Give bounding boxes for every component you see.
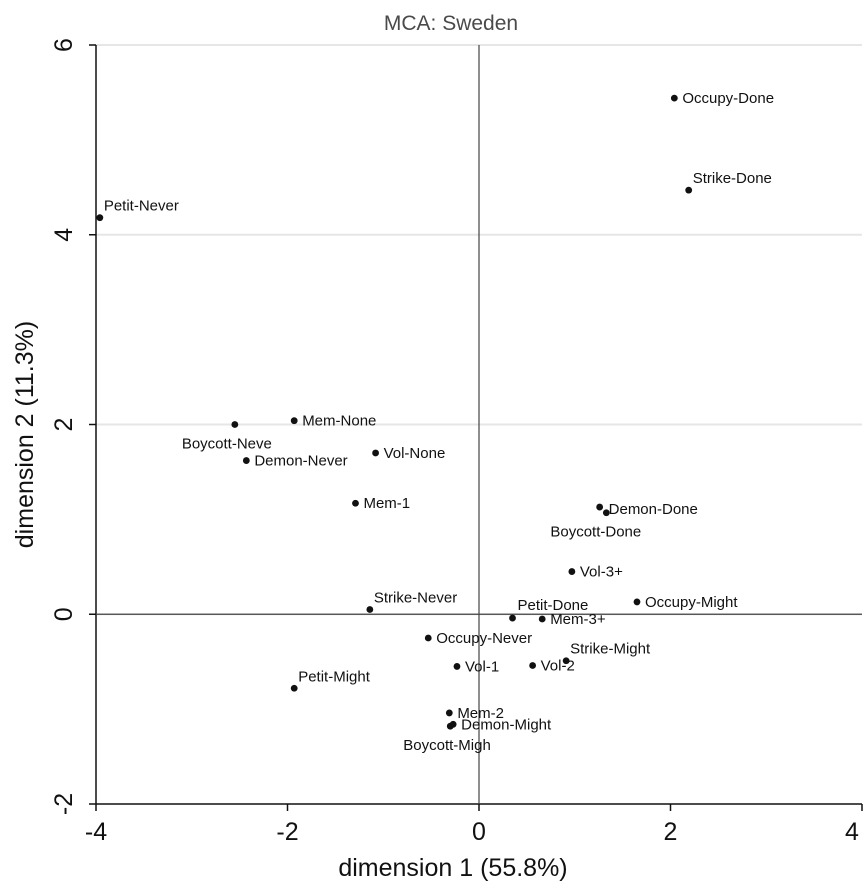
data-point [453, 663, 461, 670]
x-axis-title: dimension 1 (55.8%) [338, 854, 567, 882]
data-point [670, 94, 678, 102]
y-tick-label: 6 [50, 38, 78, 52]
data-point [96, 214, 104, 222]
data-point [290, 417, 298, 425]
data-point-label: Strike-Might [570, 641, 651, 658]
x-tick-label: 2 [664, 818, 678, 846]
data-point-label: Mem-1 [363, 495, 410, 512]
data-point-label: Petit-Never [104, 198, 179, 215]
x-tick-label: -4 [85, 818, 107, 846]
data-point [446, 722, 454, 730]
data-point-label: Boycott-Neve [182, 436, 272, 453]
x-tick-label: 4 [845, 818, 859, 846]
data-point-label: Occupy-Never [436, 630, 532, 647]
data-point [352, 499, 359, 507]
y-tick-label: -2 [50, 793, 78, 815]
data-point [562, 657, 570, 665]
data-point-label: Mem-2 [457, 705, 504, 722]
tick-labels: -2 0 2 4 6 -4 -2 0 2 4 [50, 38, 863, 846]
data-point [568, 568, 576, 575]
y-tick-label: 0 [50, 607, 78, 621]
data-points: Occupy-Done Strike-Done Petit-Never Boycott… [96, 90, 774, 754]
data-point-label: Mem-None [302, 413, 376, 430]
data-point-label: Demon-Done [609, 501, 698, 518]
data-point-label: Strike-Done [693, 170, 772, 187]
data-point [372, 449, 379, 457]
data-point-label: Vol-1 [465, 658, 499, 675]
data-point [509, 614, 516, 622]
data-point-label: Mem-3+ [550, 611, 606, 628]
data-point-label: Vol-2 [541, 657, 575, 674]
y-tick-label: 4 [50, 228, 78, 242]
data-point [529, 662, 537, 669]
data-point-label: Vol-3+ [580, 564, 623, 581]
data-point-label: Boycott-Migh [403, 737, 491, 754]
data-point [424, 634, 432, 642]
data-point [538, 615, 546, 623]
data-point-label: Vol-None [384, 445, 446, 462]
data-point [445, 709, 453, 717]
data-point-label: Boycott-Done [550, 524, 641, 541]
data-point [633, 598, 641, 606]
data-point-label: Demon-Never [254, 453, 347, 470]
data-point [596, 503, 604, 511]
data-point [231, 421, 239, 428]
data-point-label: Strike-Never [374, 590, 457, 607]
data-point-label: Occupy-Might [645, 594, 738, 611]
data-point-label: Petit-Done [518, 597, 589, 614]
y-axis-title: dimension 2 (11.3%) [11, 321, 39, 548]
data-point-label: Occupy-Done [682, 90, 774, 107]
chart-title: MCA: Sweden [384, 12, 518, 35]
data-point-label: Petit-Might [298, 668, 371, 685]
x-tick-label: 0 [472, 818, 486, 846]
data-point [685, 186, 693, 194]
x-tick-label: -2 [276, 818, 298, 846]
data-point [602, 509, 610, 517]
data-point [290, 684, 298, 692]
data-point-label: Demon-Might [461, 716, 552, 733]
y-tick-label: 2 [50, 418, 78, 432]
data-point [242, 457, 250, 464]
data-point [366, 606, 374, 613]
